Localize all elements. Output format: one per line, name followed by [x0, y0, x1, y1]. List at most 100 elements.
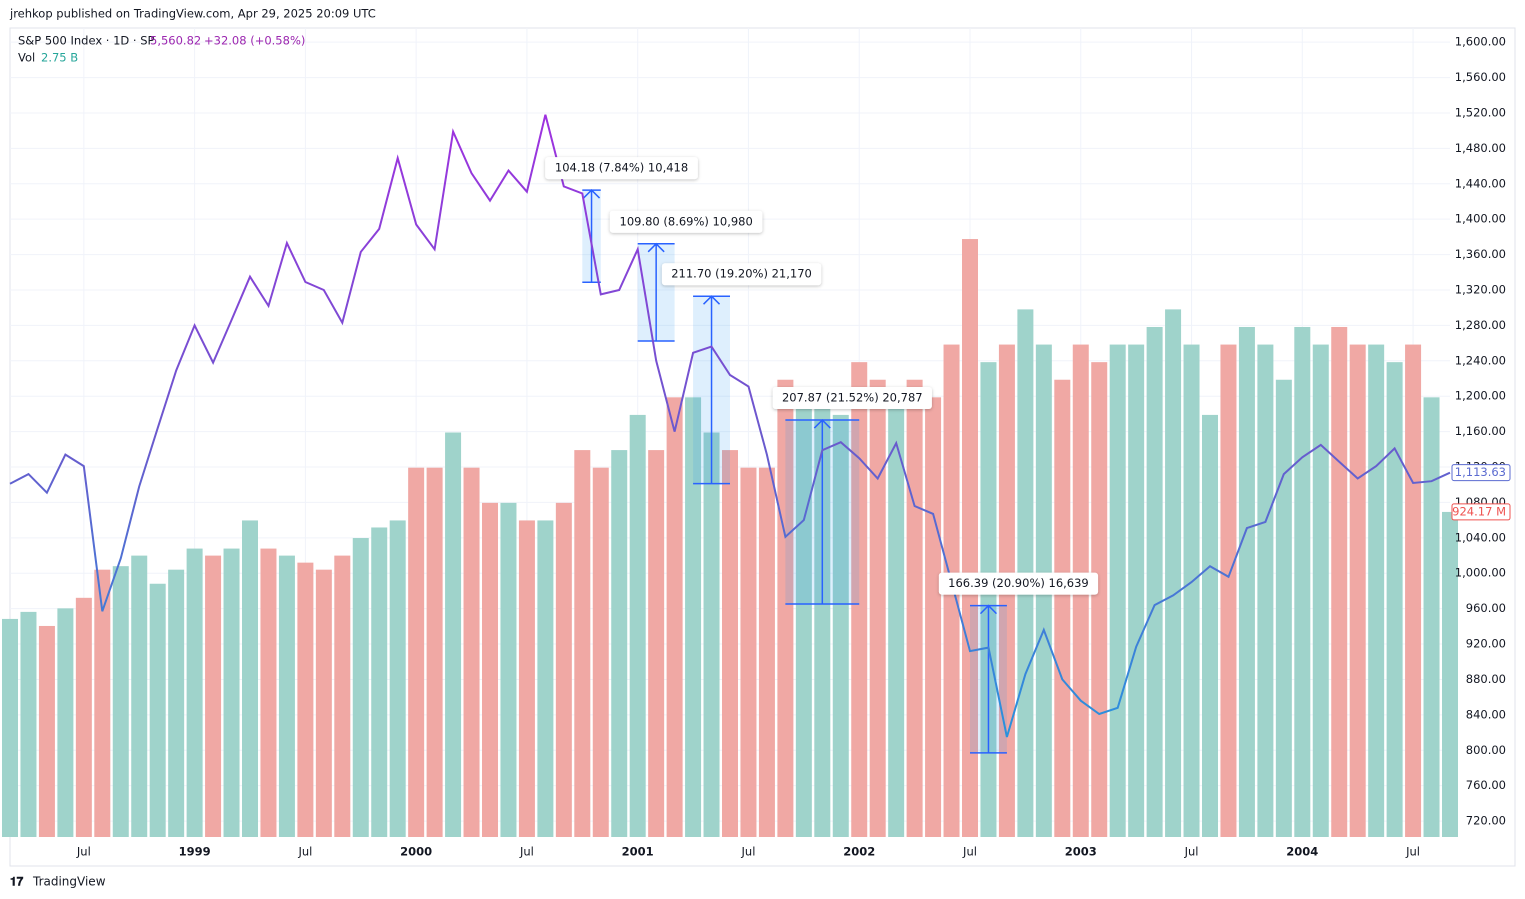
measure-arrow	[583, 189, 601, 283]
volume-bar	[685, 397, 702, 837]
volume-bar	[1331, 326, 1348, 837]
volume-bar	[537, 520, 554, 837]
y-tick-label: 1,360.00	[1455, 247, 1506, 261]
volume-bar	[223, 548, 240, 837]
volume-bar	[925, 397, 942, 837]
volume-bar	[500, 502, 517, 837]
volume-bar	[352, 538, 369, 837]
volume-bar	[131, 555, 148, 837]
x-tick-label: Jul	[962, 845, 977, 859]
x-tick-label: 2003	[1065, 845, 1097, 859]
volume-bar	[1146, 326, 1163, 837]
volume-bar	[906, 379, 923, 837]
measure-label-box	[609, 210, 763, 233]
volume-bar	[1054, 379, 1071, 837]
volume-bar	[629, 414, 646, 837]
y-tick-label: 1,520.00	[1455, 105, 1506, 119]
volume-bar	[278, 555, 295, 837]
vol-value: 2.75 B	[41, 51, 78, 65]
symbol: S&P 500 Index · 1D · SP	[18, 34, 155, 48]
y-tick-label: 1,440.00	[1455, 176, 1506, 190]
y-tick-label: 1,600.00	[1455, 35, 1506, 49]
volume-bar	[666, 397, 683, 837]
volume-bar	[463, 467, 480, 837]
y-tick-label: 1,480.00	[1455, 141, 1506, 155]
y-tick-label: 1,400.00	[1455, 212, 1506, 226]
volume-bar	[722, 450, 738, 837]
volume-bar	[1257, 344, 1274, 837]
brand: TradingView	[32, 875, 106, 889]
measure-label: 104.18 (7.84%) 10,418	[555, 161, 688, 175]
frame	[9, 27, 1516, 867]
x-tick-label: Jul	[297, 845, 312, 859]
x-tick-label: Jul	[519, 845, 534, 859]
volume-bar	[703, 432, 720, 837]
volume-bar	[869, 379, 886, 837]
volume-bar	[38, 625, 55, 837]
volume-bar	[371, 527, 388, 837]
x-tick-label: 2004	[1286, 845, 1318, 859]
y-tick-label: 1,560.00	[1455, 70, 1506, 84]
measure-label: 109.80 (8.69%) 10,980	[620, 214, 753, 228]
volume-bar	[592, 467, 609, 837]
x-tick-label: 2000	[400, 845, 432, 859]
y-tick-label: 1,200.00	[1455, 389, 1506, 403]
volume-bar	[1220, 344, 1237, 837]
publisher: jrehkop published on TradingView.com, Ap…	[9, 7, 376, 21]
last-volume-box	[1451, 503, 1511, 521]
volume-bar	[832, 414, 849, 837]
volume-bar	[1128, 344, 1145, 837]
measure-label-box	[938, 572, 1099, 595]
measure-label-box	[661, 263, 822, 286]
x-tick-label: Jul	[1405, 845, 1420, 859]
change: +32.08 (+0.58%)	[204, 34, 305, 48]
y-tick-label: 1,040.00	[1455, 530, 1506, 544]
volume-bar	[20, 611, 37, 837]
volume-bar	[1294, 326, 1311, 837]
volume-bar	[611, 450, 628, 837]
measure-arrow	[979, 604, 997, 753]
last-price-box	[1451, 464, 1511, 482]
volume-bar	[574, 450, 591, 837]
volume-bar	[962, 239, 978, 838]
x-tick-label: 1999	[179, 845, 211, 859]
y-tick-label: 720.00	[1466, 814, 1506, 828]
y-tick-label: 840.00	[1466, 707, 1506, 721]
price: 5,560.82	[150, 34, 201, 48]
measure-label-box	[772, 387, 932, 410]
volume-bar	[518, 520, 535, 837]
measure-arrow	[647, 242, 665, 341]
volume-bar	[1165, 309, 1182, 837]
volume-bar	[1312, 344, 1329, 837]
volume-bar	[149, 583, 166, 837]
y-tick-label: 880.00	[1466, 672, 1506, 686]
measure-label: 211.70 (19.20%) 21,170	[671, 267, 812, 281]
volume-bar	[648, 450, 665, 837]
volume-bar	[426, 467, 443, 837]
volume-bar	[851, 362, 868, 837]
volume-bar	[1386, 362, 1403, 837]
volume-bar	[334, 555, 351, 837]
volume-bar	[389, 520, 406, 837]
x-tick-label: Jul	[76, 845, 91, 859]
volume-bar	[1109, 344, 1126, 837]
x-tick-label: 2002	[843, 845, 875, 859]
volume-bar	[1275, 379, 1292, 837]
y-tick-label: 1,240.00	[1455, 353, 1506, 367]
volume-bar	[1238, 326, 1255, 837]
volume-bar	[814, 397, 831, 837]
last-price-label: 1,113.63	[1455, 465, 1506, 479]
measure-label: 166.39 (20.90%) 16,639	[948, 576, 1089, 590]
y-tick-label: 1,160.00	[1455, 424, 1506, 438]
volume-bar	[2, 618, 18, 837]
volume-bar	[186, 548, 203, 837]
volume-bar	[168, 569, 185, 837]
y-tick-label: 1,280.00	[1455, 318, 1506, 332]
y-tick-label: 1,320.00	[1455, 282, 1506, 296]
volume-bar	[1405, 344, 1422, 837]
last-volume-label: 924.17 M	[1452, 504, 1506, 518]
y-tick-label: 1,000.00	[1455, 566, 1506, 580]
logo: 𝟏𝟕	[10, 875, 24, 889]
